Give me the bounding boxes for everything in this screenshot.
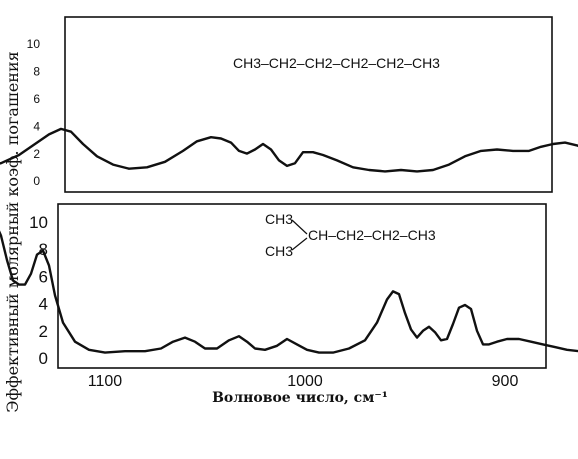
x-tick-label: 900 (492, 373, 519, 390)
formula-branch-main: CH–CH2–CH2–CH3 (308, 227, 436, 243)
y-tick-label: 6 (39, 267, 48, 286)
y-tick-label: 10 (29, 213, 48, 232)
panel-hexane-frame (64, 16, 553, 193)
panel-hexane-formula: CH3–CH2–CH2–CH2–CH2–CH3 (233, 55, 440, 71)
panel-isohexane-formula: CH3 CH–CH2–CH2–CH3 CH3 (265, 211, 436, 259)
panel-isohexane-frame (57, 203, 547, 369)
y-tick-label: 0 (33, 174, 40, 188)
panel-hexane: 0 2 4 6 8 10 CH3–CH2–CH2–CH2–CH2–CH3 (0, 16, 578, 193)
y-tick-label: 2 (39, 322, 48, 341)
y-tick-label: 6 (33, 92, 40, 106)
x-tick-label: 1100 (88, 373, 123, 390)
y-axis-label: Эффективный молярный коэф. погашения (3, 51, 22, 412)
x-axis-label: Волновое число, см⁻¹ (212, 390, 388, 406)
y-tick-label: 2 (33, 147, 40, 161)
y-tick-label: 8 (33, 65, 40, 79)
formula-bond-up (291, 219, 308, 235)
formula-branch-top: CH3 (265, 211, 293, 227)
panel-hexane-spectrum-line (0, 127, 578, 173)
formula-bond-down (291, 237, 308, 251)
panel-isohexane-xticks: 1300120011001000900800700 (88, 373, 519, 390)
y-tick-label: 0 (39, 349, 48, 368)
y-tick-label: 4 (39, 295, 48, 314)
x-tick-label: 1000 (287, 373, 323, 390)
panel-isohexane-spectrum-line (0, 230, 578, 354)
y-tick-label: 4 (33, 119, 40, 133)
y-tick-label: 10 (27, 37, 41, 51)
formula-branch-bottom: CH3 (265, 243, 293, 259)
panel-hexane-yticks: 0 2 4 6 8 10 (27, 37, 41, 188)
